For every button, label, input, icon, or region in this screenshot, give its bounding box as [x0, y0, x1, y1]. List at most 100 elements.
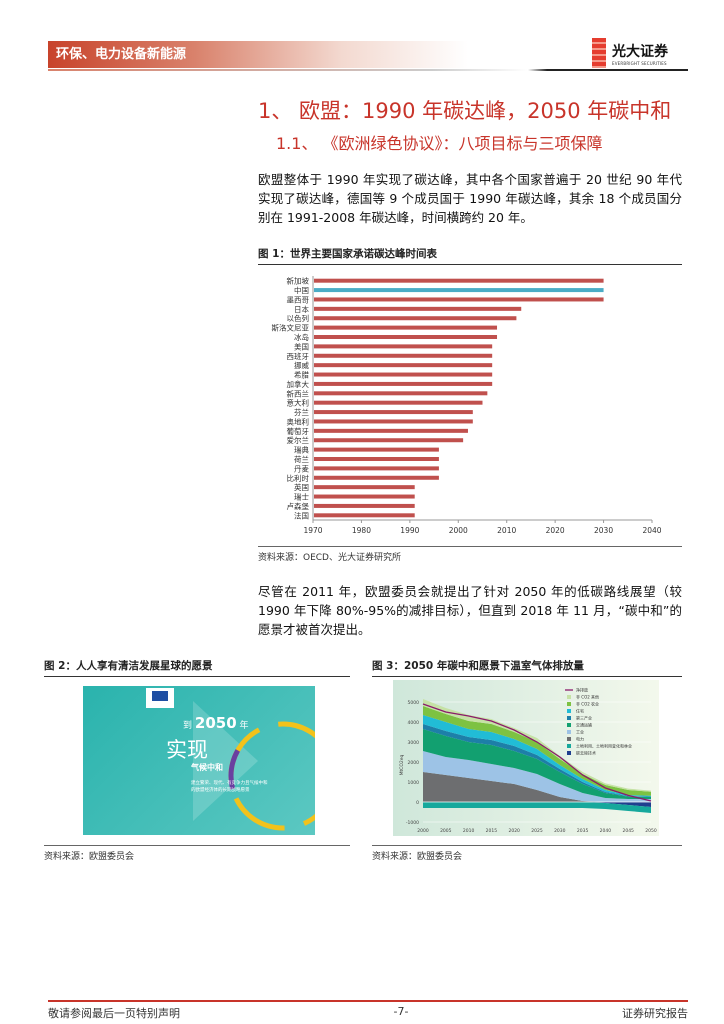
category-label: 意大利 [287, 398, 310, 408]
paragraph-2: 尽管在 2011 年，欧盟委员会就提出了针对 2050 年的低碳路线展望（较 1… [258, 584, 682, 637]
x-tick-label: 1980 [352, 526, 371, 535]
category-label: 加拿大 [287, 379, 310, 389]
bar-奥地利 [314, 419, 473, 424]
legend-swatch [567, 723, 571, 727]
category-label: 新加坡 [287, 276, 310, 286]
area-1 [423, 802, 651, 813]
bar-挪威 [314, 363, 493, 368]
category-label: 墨西哥 [287, 295, 310, 304]
category-label: 荷兰 [294, 454, 309, 464]
area-3 [423, 751, 651, 802]
x-tick-label: 1970 [303, 526, 322, 535]
x-tick-label: 1990 [400, 526, 419, 535]
bar-爱尔兰 [314, 438, 464, 443]
legend-label: 住宅 [576, 708, 584, 714]
bar-意大利 [314, 400, 483, 405]
y-tick-label: -1000 [406, 820, 419, 826]
area-5 [423, 724, 651, 797]
bar-荷兰 [314, 457, 439, 461]
legend-label: 第三产业 [576, 715, 592, 721]
figure-2-title: 图 2：人人享有清洁发展星球的愿景 [44, 658, 350, 677]
y-tick-label: 4000 [408, 720, 420, 726]
area-4 [423, 729, 651, 799]
bar-丹麦 [314, 466, 439, 471]
area-6 [423, 715, 651, 797]
bar-葡萄牙 [314, 428, 468, 433]
figure-3-source: 资料来源：欧盟委员会 [372, 845, 682, 862]
legend-label: 净排放 [576, 687, 588, 693]
x-tick-label: 2035 [577, 828, 589, 834]
page-title: 1、 欧盟：1990 年碳达峰，2050 年碳中和 [258, 99, 672, 123]
bar-希腊 [314, 372, 493, 377]
category-label: 爱尔兰 [287, 435, 310, 445]
img-text-c: 年 [239, 721, 249, 731]
logo-cn: 光大证券 [612, 43, 668, 60]
x-tick-label: 2030 [594, 526, 613, 535]
category-label: 英国 [294, 482, 309, 492]
img-text-d: 实现 [166, 738, 208, 762]
legend-label: 工业 [576, 729, 584, 735]
img-text-f: 建立繁荣、现代、有竞争力且气候中和的欧盟经济体的长期战略愿景 [191, 781, 268, 793]
legend-swatch [567, 737, 571, 741]
net-emissions-line [422, 703, 652, 802]
category-label: 瑞士 [294, 492, 309, 502]
category-label: 丹麦 [294, 463, 309, 473]
x-tick-label: 2040 [600, 828, 612, 834]
legend-swatch [567, 709, 571, 713]
figure-2: 图 2：人人享有清洁发展星球的愿景 [44, 658, 350, 677]
y-tick-label: 3000 [408, 740, 420, 746]
x-tick-label: 2020 [546, 526, 565, 535]
x-tick-label: 2000 [417, 828, 429, 834]
legend-swatch [567, 730, 571, 734]
logo-icon [592, 38, 606, 68]
eu-flag-icon [146, 688, 174, 708]
area-0 [423, 802, 651, 807]
x-tick-label: 2005 [440, 828, 452, 834]
legend-swatch [567, 751, 571, 755]
legend-label: 碳去除技术 [576, 750, 596, 756]
bar-斯洛文尼亚 [314, 325, 498, 330]
category-label: 瑞典 [294, 445, 309, 455]
bar-美国 [314, 344, 493, 349]
logo-en: EVERBRIGHT SECURITIES [612, 60, 667, 66]
img-text-a: 到 [183, 721, 193, 731]
bar-西班牙 [314, 353, 493, 358]
category-label: 比利时 [287, 473, 310, 483]
y-tick-label: 0 [416, 800, 419, 806]
category-label: 卢森堡 [287, 501, 310, 511]
bar-日本 [314, 306, 522, 311]
y-tick-label: 2000 [408, 760, 420, 766]
bar-芬兰 [314, 410, 473, 415]
bar-墨西哥 [314, 297, 604, 302]
bar-冰岛 [314, 335, 498, 339]
figure-1-source: 资料来源：OECD、光大证券研究所 [258, 546, 682, 563]
legend-label: 交通运输 [576, 722, 592, 728]
header-divider [48, 69, 688, 71]
figure-1: 图 1：世界主要国家承诺碳达峰时间表 [258, 246, 682, 265]
emissions-chart-frame: -1000 0 1000 2000 3000 4000 5000 MtCO2eq 2000 200… [393, 680, 659, 836]
legend-swatch [567, 744, 571, 748]
figure-1-title: 图 1：世界主要国家承诺碳达峰时间表 [258, 246, 682, 265]
category-label: 希腊 [294, 370, 309, 380]
area-8 [423, 699, 651, 792]
legend-swatch [567, 695, 571, 699]
x-tick-label: 2045 [622, 828, 634, 834]
figure-3-title: 图 3：2050 年碳中和愿景下温室气体排放量 [372, 658, 682, 677]
x-tick-label: 2050 [645, 828, 657, 834]
paragraph-1: 欧盟整体于 1990 年实现了碳达峰，其中各个国家普遍于 20 世纪 90 年代… [258, 172, 682, 225]
legend-label: 非 CO2 其他 [576, 694, 599, 700]
category-label: 新西兰 [287, 388, 310, 398]
category-label: 中国 [294, 285, 309, 295]
x-tick-label: 2000 [449, 526, 468, 535]
category-label: 斯洛文尼亚 [272, 323, 310, 333]
figure-3: 图 3：2050 年碳中和愿景下温室气体排放量 [372, 658, 682, 677]
category-label: 冰岛 [294, 332, 309, 342]
x-tick-label: 2020 [508, 828, 520, 834]
x-tick-label: 2025 [531, 828, 543, 834]
img-text-b: 2050 [194, 714, 237, 732]
category-label: 法国 [294, 510, 309, 520]
bar-加拿大 [314, 381, 493, 386]
area-7 [423, 706, 651, 796]
legend-swatch [567, 716, 571, 720]
